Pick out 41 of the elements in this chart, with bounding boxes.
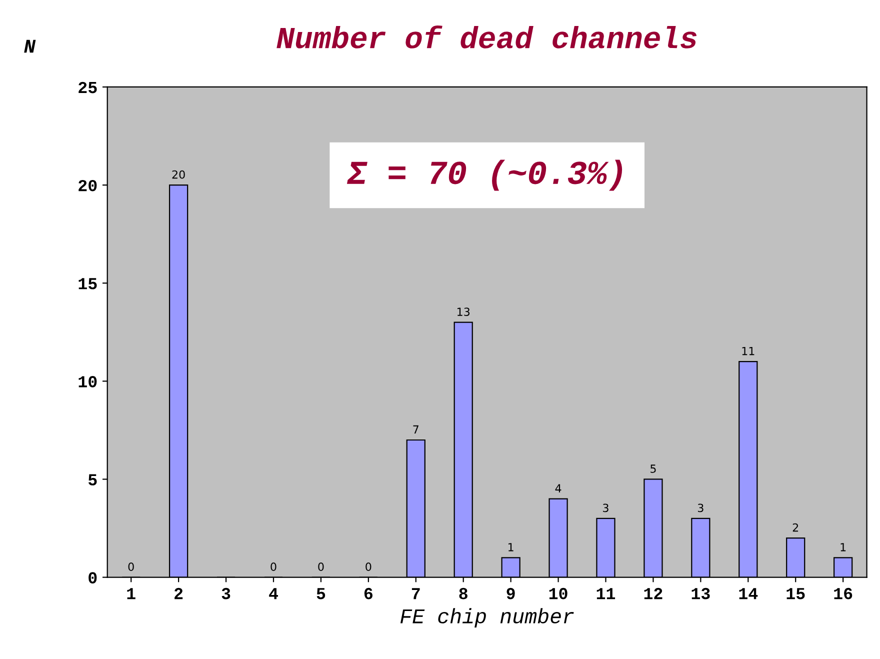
x-tick-label: 7 (412, 588, 420, 600)
data-label: 0 (270, 562, 276, 571)
y-axis-title: N (24, 40, 36, 53)
data-label: 1 (840, 543, 846, 552)
x-tick-label: 15 (786, 588, 805, 600)
data-label: 0 (318, 562, 324, 571)
x-tick-label: 4 (269, 588, 278, 600)
x-tick-label: 12 (644, 588, 662, 600)
data-label: 20 (172, 170, 185, 179)
x-axis-title: FE chip number (400, 608, 574, 628)
x-tick-label: 11 (596, 588, 616, 600)
x-tick-label: 8 (459, 588, 468, 600)
data-label: 3 (698, 504, 704, 512)
data-label: 3 (603, 504, 608, 512)
data-label: 2 (792, 523, 798, 532)
chart-title: Number of dead channels (276, 26, 696, 48)
x-tick-label: 9 (506, 588, 515, 600)
x-tick-label: 6 (364, 588, 372, 600)
data-label: 0 (366, 562, 372, 571)
data-label: 0 (128, 562, 134, 571)
data-label: 4 (555, 484, 562, 492)
y-tick-label: 0 (88, 572, 97, 584)
x-tick-label: 16 (834, 588, 852, 600)
y-tick-label: 20 (78, 180, 97, 192)
y-tick-label: 25 (78, 82, 97, 94)
x-tick-label: 1 (127, 588, 136, 600)
data-label: 5 (650, 464, 656, 473)
data-label: 11 (742, 346, 754, 356)
y-tick-label: 10 (78, 376, 97, 388)
y-tick-label: 5 (88, 474, 97, 486)
data-label: 13 (458, 308, 470, 316)
y-tick-label: 15 (78, 278, 97, 290)
data-label: 1 (508, 543, 514, 552)
data-label: 7 (413, 425, 418, 434)
x-tick-label: 5 (316, 588, 326, 600)
x-tick-label: 2 (174, 588, 183, 600)
x-tick-label: 3 (222, 588, 230, 600)
x-tick-label: 14 (739, 588, 758, 600)
x-tick-label: 10 (549, 588, 568, 600)
x-tick-label: 13 (692, 588, 710, 600)
annotation: Σ = 70 (~0.3%) (346, 160, 622, 191)
